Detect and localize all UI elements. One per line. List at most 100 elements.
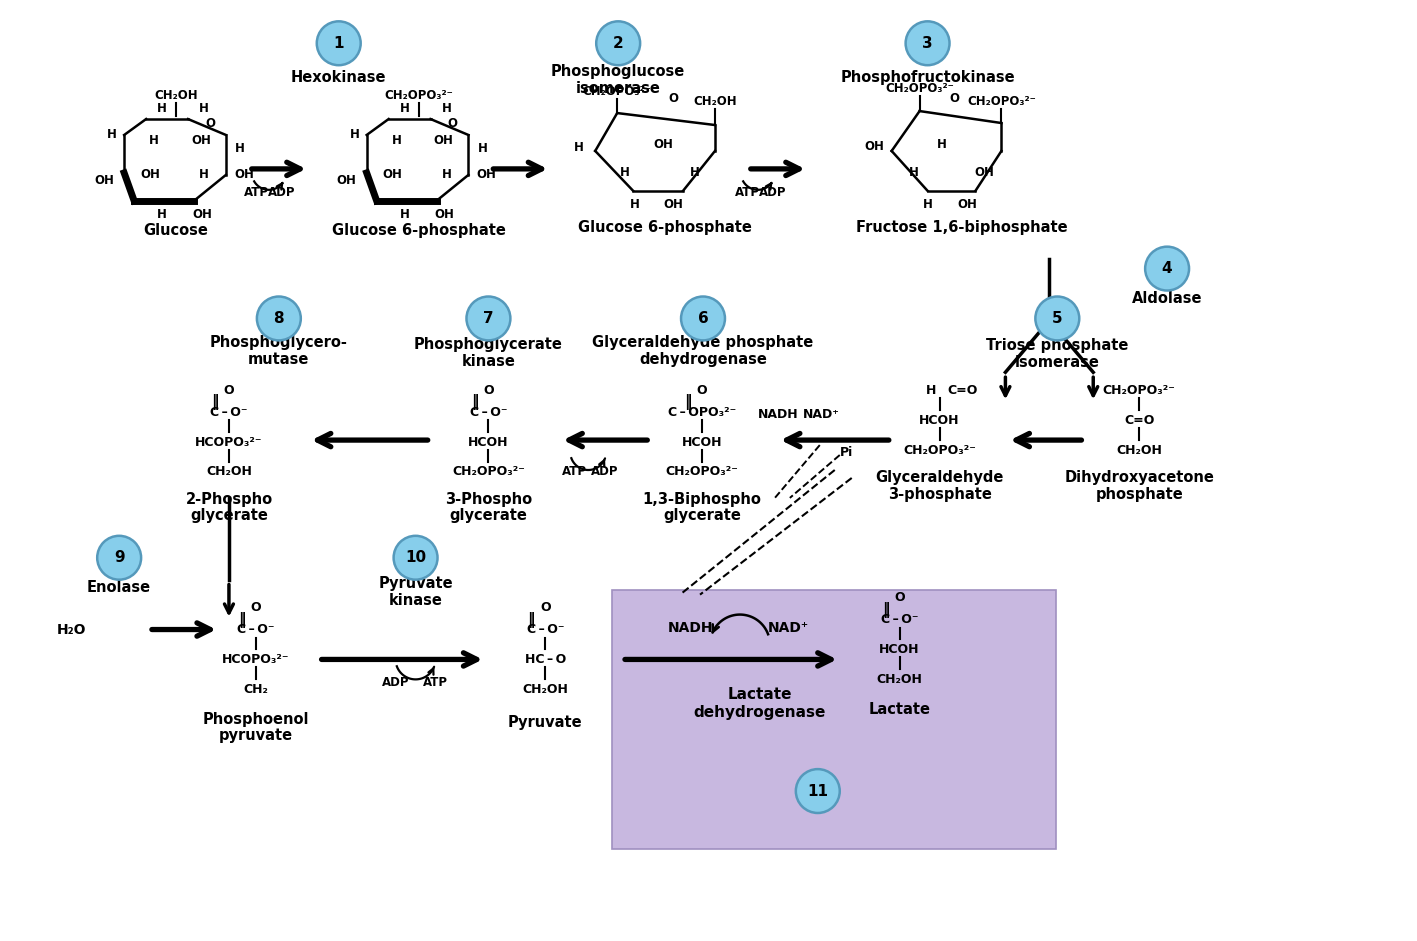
Text: dehydrogenase: dehydrogenase bbox=[639, 352, 767, 367]
Text: HCOH: HCOH bbox=[682, 436, 723, 449]
Text: CH₂OH: CH₂OH bbox=[523, 683, 568, 695]
Text: CH₂OH: CH₂OH bbox=[877, 673, 922, 686]
Text: glycerate: glycerate bbox=[449, 508, 527, 523]
Text: ADP: ADP bbox=[760, 186, 786, 199]
Text: phosphate: phosphate bbox=[1095, 487, 1183, 502]
Text: C – O⁻: C – O⁻ bbox=[527, 623, 564, 636]
Text: 1: 1 bbox=[333, 36, 344, 51]
Text: H: H bbox=[198, 168, 208, 182]
Text: ‖: ‖ bbox=[684, 394, 691, 410]
Text: H: H bbox=[631, 199, 640, 212]
Text: CH₂: CH₂ bbox=[244, 683, 268, 695]
Text: ADP: ADP bbox=[268, 186, 296, 199]
Text: H₂O: H₂O bbox=[57, 623, 86, 636]
Text: Fructose 1,6-biphosphate: Fructose 1,6-biphosphate bbox=[856, 220, 1067, 235]
Text: 11: 11 bbox=[808, 784, 829, 799]
Text: Pyruvate: Pyruvate bbox=[509, 715, 582, 730]
Text: ‖: ‖ bbox=[211, 394, 218, 410]
Text: NAD⁺: NAD⁺ bbox=[767, 620, 809, 634]
Text: CH₂OPO₃²⁻: CH₂OPO₃²⁻ bbox=[666, 466, 738, 478]
Text: glycerate: glycerate bbox=[663, 508, 741, 523]
Text: kinase: kinase bbox=[388, 593, 442, 608]
Text: H: H bbox=[157, 208, 167, 221]
Text: O: O bbox=[697, 384, 707, 397]
Text: NADH: NADH bbox=[758, 407, 798, 421]
Text: 1,3-Biphospho: 1,3-Biphospho bbox=[642, 492, 761, 507]
Circle shape bbox=[905, 22, 949, 65]
Text: O: O bbox=[667, 91, 679, 104]
Circle shape bbox=[394, 535, 438, 580]
Text: OH: OH bbox=[435, 208, 455, 221]
Text: Phosphoglycero-: Phosphoglycero- bbox=[210, 335, 347, 350]
Text: H: H bbox=[400, 102, 410, 115]
Text: H: H bbox=[149, 135, 159, 148]
Text: NAD⁺: NAD⁺ bbox=[803, 407, 840, 421]
Text: H: H bbox=[621, 167, 631, 180]
Text: 2: 2 bbox=[612, 36, 623, 51]
Text: H: H bbox=[574, 141, 584, 154]
Text: CH₂OPO₃²⁻: CH₂OPO₃²⁻ bbox=[966, 95, 1036, 107]
Text: Lactate: Lactate bbox=[728, 687, 792, 702]
Text: CH₂OH: CH₂OH bbox=[154, 88, 198, 102]
Circle shape bbox=[1036, 296, 1080, 341]
Text: Phosphoglucose: Phosphoglucose bbox=[551, 64, 686, 79]
Text: ATP: ATP bbox=[735, 186, 761, 199]
Text: ‖: ‖ bbox=[238, 612, 245, 628]
Text: C – OPO₃²⁻: C – OPO₃²⁻ bbox=[667, 406, 737, 419]
Text: ‖: ‖ bbox=[470, 394, 478, 410]
Text: OH: OH bbox=[434, 135, 453, 148]
Text: ATP: ATP bbox=[561, 466, 587, 478]
Text: kinase: kinase bbox=[462, 354, 516, 369]
Text: 8: 8 bbox=[273, 311, 285, 326]
Circle shape bbox=[597, 22, 640, 65]
Text: pyruvate: pyruvate bbox=[218, 727, 293, 742]
Text: Glucose 6-phosphate: Glucose 6-phosphate bbox=[578, 220, 752, 235]
Text: CH₂OH: CH₂OH bbox=[205, 466, 252, 478]
Circle shape bbox=[682, 296, 726, 341]
Text: Triose phosphate: Triose phosphate bbox=[986, 338, 1128, 353]
Text: 9: 9 bbox=[113, 550, 125, 566]
Text: CH₂OH: CH₂OH bbox=[1117, 443, 1162, 456]
Text: HCOPO₃²⁻: HCOPO₃²⁻ bbox=[222, 653, 289, 666]
Text: C=O: C=O bbox=[1124, 414, 1155, 426]
Text: OH: OH bbox=[140, 168, 160, 182]
Text: H: H bbox=[108, 129, 118, 141]
Text: ADP: ADP bbox=[591, 466, 618, 478]
Text: HC – O: HC – O bbox=[524, 653, 565, 666]
Text: Phosphofructokinase: Phosphofructokinase bbox=[840, 70, 1015, 85]
Text: Phosphoenol: Phosphoenol bbox=[203, 711, 309, 726]
Text: OH: OH bbox=[191, 135, 211, 148]
Text: C=O: C=O bbox=[948, 384, 978, 397]
Text: ‖: ‖ bbox=[527, 612, 536, 628]
Text: C – O⁻: C – O⁻ bbox=[469, 406, 507, 419]
Text: CH₂OPO₃²⁻: CH₂OPO₃²⁻ bbox=[903, 443, 976, 456]
Text: Lactate: Lactate bbox=[869, 702, 931, 717]
Text: CH₂OPO₃²⁻: CH₂OPO₃²⁻ bbox=[886, 82, 954, 95]
Text: O: O bbox=[251, 601, 261, 614]
Circle shape bbox=[796, 769, 840, 813]
Text: ADP: ADP bbox=[381, 676, 410, 689]
Text: Glucose 6-phosphate: Glucose 6-phosphate bbox=[332, 223, 506, 238]
FancyBboxPatch shape bbox=[612, 590, 1056, 849]
Text: CH₂OPO₃²⁻: CH₂OPO₃²⁻ bbox=[582, 85, 652, 98]
Text: O: O bbox=[224, 384, 234, 397]
Text: dehydrogenase: dehydrogenase bbox=[694, 705, 826, 720]
Text: HCOPO₃²⁻: HCOPO₃²⁻ bbox=[196, 436, 262, 449]
Text: C – O⁻: C – O⁻ bbox=[237, 623, 275, 636]
Text: OH: OH bbox=[663, 199, 683, 212]
Text: OH: OH bbox=[234, 168, 254, 182]
Text: O: O bbox=[894, 591, 905, 604]
Text: H: H bbox=[908, 167, 918, 180]
Text: H: H bbox=[235, 142, 245, 155]
Text: OH: OH bbox=[95, 174, 115, 187]
Text: 6: 6 bbox=[697, 311, 708, 326]
Text: Dihydroxyacetone: Dihydroxyacetone bbox=[1064, 470, 1214, 486]
Circle shape bbox=[1145, 247, 1189, 291]
Text: Enolase: Enolase bbox=[86, 581, 152, 595]
Text: OH: OH bbox=[958, 199, 978, 212]
Text: C – O⁻: C – O⁻ bbox=[881, 613, 918, 626]
Text: O: O bbox=[949, 91, 959, 104]
Circle shape bbox=[98, 535, 142, 580]
Text: 5: 5 bbox=[1051, 311, 1063, 326]
Text: HCOH: HCOH bbox=[880, 643, 920, 656]
